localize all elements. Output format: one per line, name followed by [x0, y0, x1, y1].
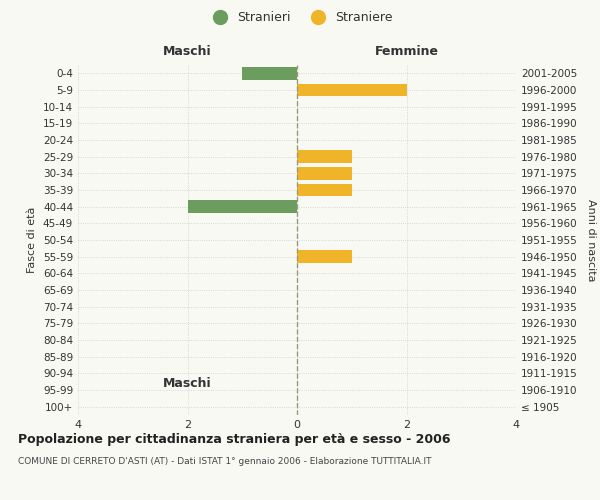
Bar [297, 184, 352, 196]
Y-axis label: Anni di nascita: Anni di nascita [586, 198, 596, 281]
Bar [297, 167, 352, 179]
Legend: Stranieri, Straniere: Stranieri, Straniere [205, 8, 395, 26]
Bar [297, 150, 352, 163]
Text: Popolazione per cittadinanza straniera per età e sesso - 2006: Popolazione per cittadinanza straniera p… [18, 432, 451, 446]
Text: Maschi: Maschi [163, 376, 212, 390]
Bar [242, 67, 297, 80]
Bar [297, 84, 407, 96]
Bar [297, 250, 352, 263]
Bar [188, 200, 297, 213]
Y-axis label: Fasce di età: Fasce di età [28, 207, 37, 273]
Text: Femmine: Femmine [374, 45, 439, 58]
Text: COMUNE DI CERRETO D'ASTI (AT) - Dati ISTAT 1° gennaio 2006 - Elaborazione TUTTIT: COMUNE DI CERRETO D'ASTI (AT) - Dati IST… [18, 458, 431, 466]
Text: Maschi: Maschi [163, 45, 212, 58]
